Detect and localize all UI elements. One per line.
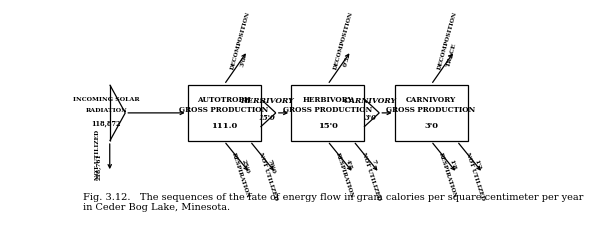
Bar — [188, 85, 260, 141]
Text: 4'5: 4'5 — [344, 158, 353, 170]
Text: DECOMPOSITION: DECOMPOSITION — [229, 11, 251, 70]
Text: GROSS PRODUCTION: GROSS PRODUCTION — [387, 106, 476, 114]
Bar — [291, 85, 364, 141]
Text: 118,872: 118,872 — [92, 119, 121, 127]
Text: TRACE: TRACE — [446, 42, 458, 67]
Text: NOT UTILIZED: NOT UTILIZED — [257, 151, 278, 201]
Text: CARNIVORY: CARNIVORY — [406, 96, 456, 104]
Text: AUTOTROPH: AUTOTROPH — [197, 96, 251, 104]
Text: 111.0: 111.0 — [211, 122, 237, 130]
Text: RESPIRATION: RESPIRATION — [334, 151, 354, 198]
Text: NOT UTILIZED: NOT UTILIZED — [361, 151, 381, 201]
Text: NOT UTILIZED: NOT UTILIZED — [95, 130, 101, 180]
Text: DECOMPOSITION: DECOMPOSITION — [333, 11, 354, 70]
Text: HERBIVORY: HERBIVORY — [240, 97, 294, 105]
Text: DECOMPOSITION: DECOMPOSITION — [436, 11, 458, 70]
Bar — [395, 85, 467, 141]
Text: 15'0: 15'0 — [259, 114, 276, 122]
Text: CARNIVORY: CARNIVORY — [344, 97, 398, 105]
Text: HERBIVORY: HERBIVORY — [302, 96, 353, 104]
Text: 0'5: 0'5 — [343, 56, 350, 67]
Text: GROSS PRODUCTION: GROSS PRODUCTION — [180, 106, 269, 114]
Text: INCOMING SOLAR: INCOMING SOLAR — [73, 97, 140, 102]
Text: 3'0: 3'0 — [365, 114, 377, 122]
Text: RESPIRATION: RESPIRATION — [438, 151, 457, 198]
Text: 7: 7 — [370, 158, 376, 164]
Text: 3'0: 3'0 — [424, 122, 438, 130]
Text: Fig. 3.12.   The sequences of the fate of energy flow in gram calories per squar: Fig. 3.12. The sequences of the fate of … — [83, 193, 583, 212]
Text: 1'8: 1'8 — [448, 158, 456, 170]
Text: NOT UTILIZED: NOT UTILIZED — [464, 151, 485, 201]
Text: GROSS PRODUCTION: GROSS PRODUCTION — [283, 106, 372, 114]
Text: 3'0: 3'0 — [239, 56, 247, 67]
Text: RADIATION: RADIATION — [86, 108, 127, 112]
Text: 218,761: 218,761 — [95, 153, 101, 180]
Text: 15'0: 15'0 — [317, 122, 337, 130]
Text: 70'0: 70'0 — [266, 158, 276, 174]
Text: RESPIRATION: RESPIRATION — [231, 151, 250, 198]
Text: 1'2: 1'2 — [473, 158, 482, 170]
Text: 25'0: 25'0 — [241, 158, 250, 174]
